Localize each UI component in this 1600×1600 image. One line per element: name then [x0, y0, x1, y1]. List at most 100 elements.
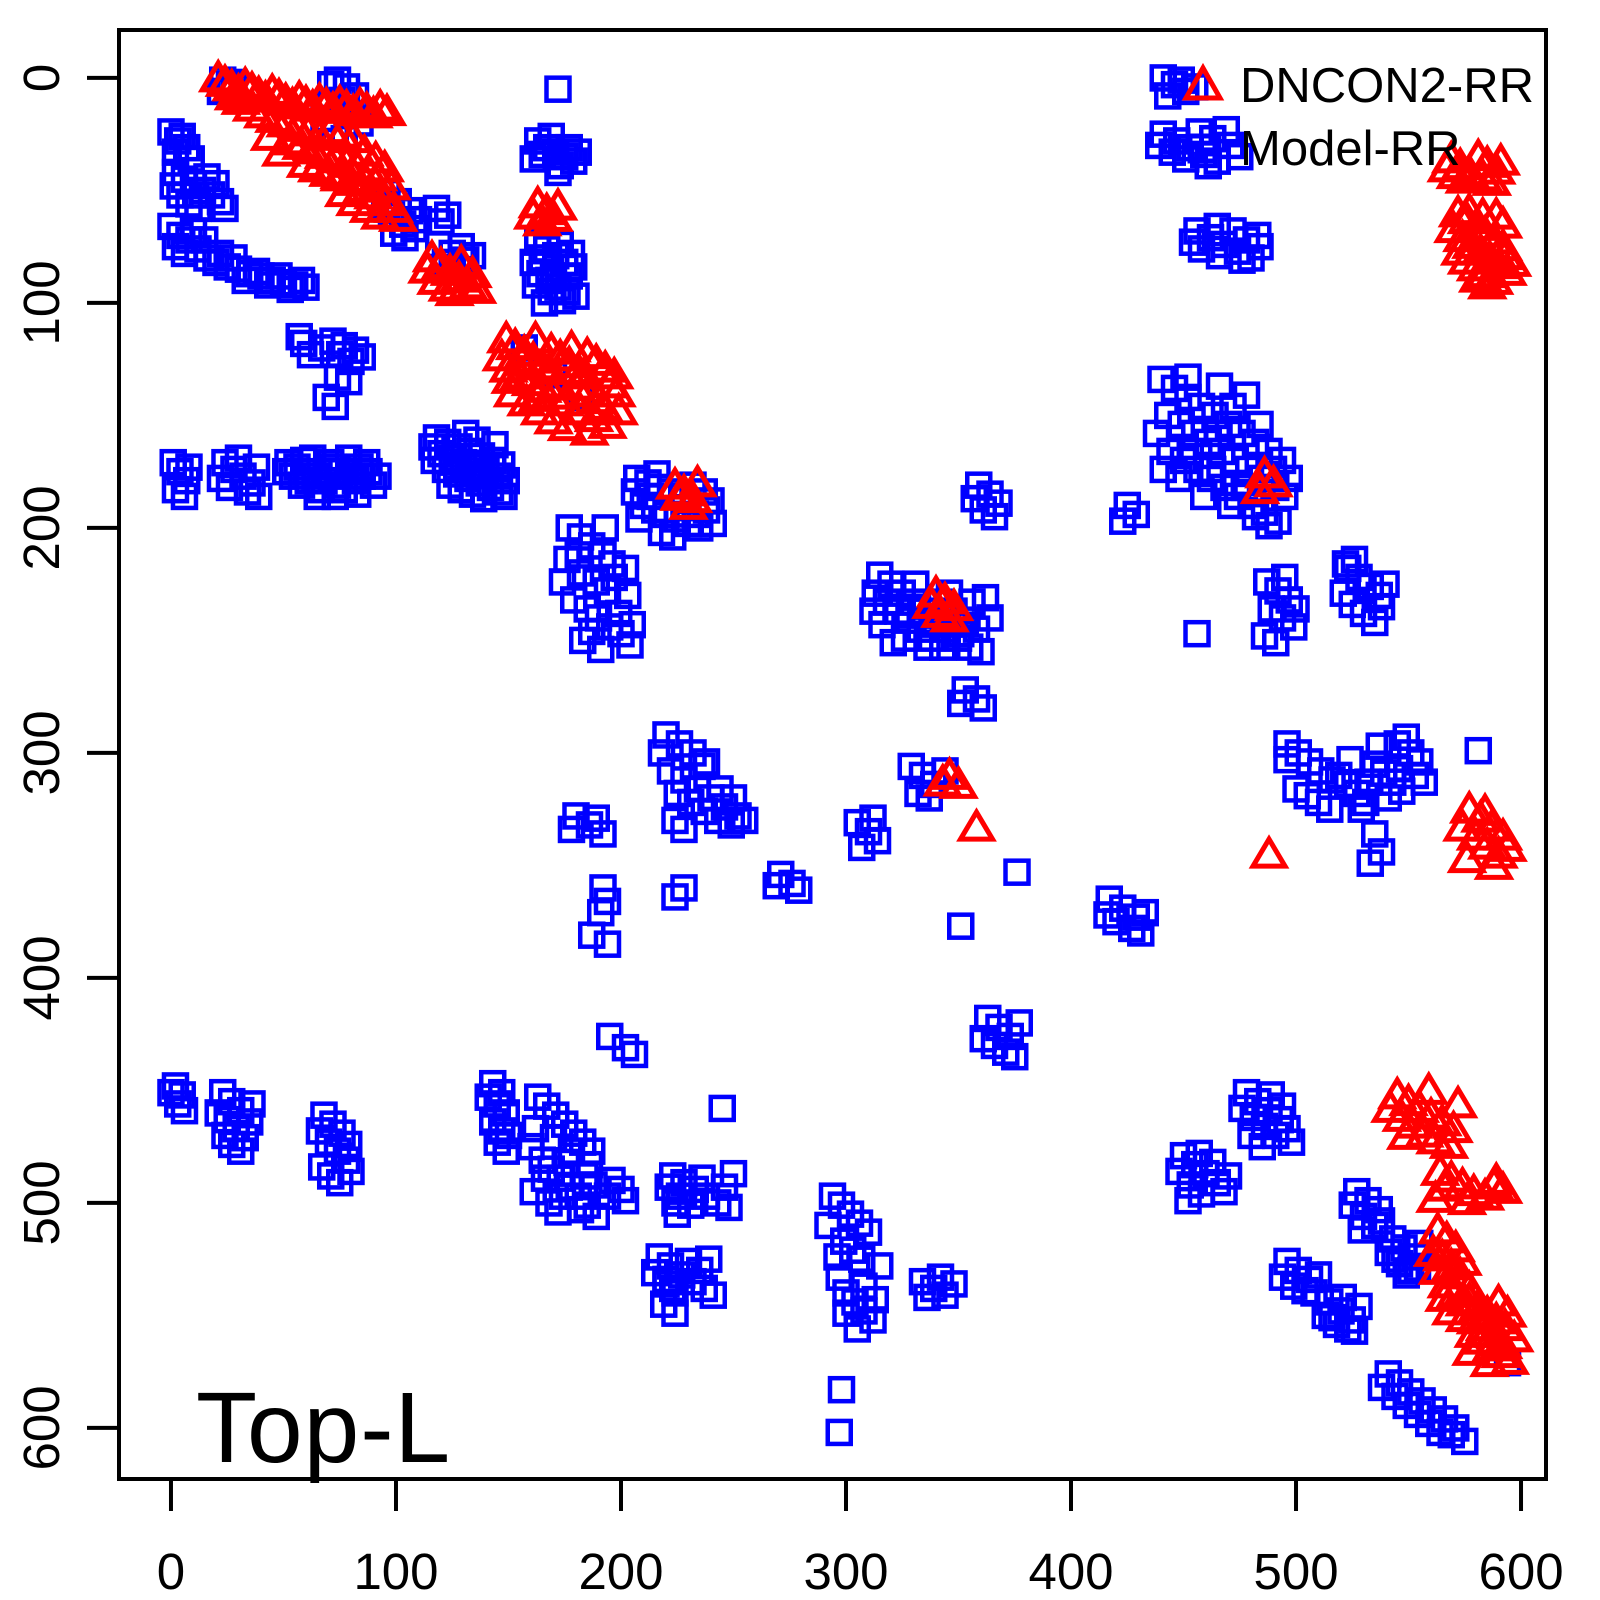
square-point: [348, 343, 376, 371]
square-point: [1262, 628, 1290, 657]
square-point: [699, 509, 727, 538]
square-point: [859, 1306, 887, 1334]
square-point: [724, 802, 752, 830]
square-point: [620, 1040, 649, 1069]
square-point: [980, 502, 1009, 531]
square-point: [1451, 1427, 1479, 1456]
square-point: [830, 1227, 858, 1255]
triangle-point: [569, 411, 610, 446]
triangle-point: [1442, 1241, 1483, 1276]
triangle-marker-icon: [1181, 62, 1225, 100]
square-point: [1212, 115, 1241, 144]
square-point: [1282, 595, 1310, 623]
square-point: [976, 604, 1004, 632]
square-point: [303, 482, 331, 511]
square-point: [1365, 732, 1394, 760]
square-point: [719, 1159, 748, 1188]
y-tick-label: 200: [13, 485, 70, 570]
square-point: [208, 1078, 237, 1107]
square-point: [1271, 563, 1299, 592]
square-point: [1347, 1216, 1376, 1244]
triangle-point: [551, 328, 592, 363]
square-point: [418, 433, 446, 461]
square-point: [289, 446, 318, 475]
square-point: [640, 1258, 669, 1287]
square-point: [1190, 482, 1218, 511]
square-point: [647, 739, 676, 767]
square-point: [670, 815, 698, 844]
triangle-point: [1473, 1165, 1515, 1200]
square-point: [719, 784, 748, 812]
square-point: [517, 1132, 545, 1161]
data-points-dncon2-rr: [197, 58, 1535, 1378]
square-point: [694, 1245, 723, 1273]
triangle-point: [668, 485, 709, 520]
legend-item-dncon2-rr: DNCON2-RR: [1172, 54, 1534, 117]
triangle-point: [501, 341, 543, 376]
triangle-point: [1466, 265, 1508, 300]
triangle-point: [1482, 1169, 1524, 1204]
square-point: [1199, 455, 1227, 484]
square-point: [661, 806, 689, 835]
square-point: [1178, 228, 1207, 256]
square-point: [571, 1162, 599, 1190]
triangle-point: [1408, 1070, 1450, 1105]
square-point: [670, 874, 698, 902]
square-point: [334, 1130, 363, 1159]
triangle-point: [517, 377, 559, 412]
triangle-point: [564, 355, 606, 390]
square-point: [307, 1153, 336, 1181]
square-point: [1131, 898, 1160, 927]
square-point: [568, 626, 597, 655]
square-point: [1127, 919, 1155, 947]
square-point: [175, 453, 203, 481]
square-point: [848, 833, 876, 862]
square-point: [238, 1090, 266, 1118]
square-point: [1003, 858, 1031, 886]
square-point: [593, 930, 622, 958]
triangle-point: [371, 166, 412, 201]
square-point: [1255, 511, 1283, 540]
square-point: [1203, 419, 1232, 448]
triangle-point: [490, 359, 532, 394]
square-point: [1113, 491, 1142, 520]
square-point: [708, 1094, 736, 1123]
triangle-point: [1415, 1178, 1456, 1213]
square-point: [818, 1182, 847, 1210]
square-point: [1205, 372, 1234, 400]
triangle-point: [677, 463, 718, 498]
triangle-point: [1412, 1232, 1454, 1267]
square-point: [242, 453, 271, 481]
square-point: [832, 1299, 860, 1327]
triangle-point: [1475, 195, 1517, 230]
square-point: [586, 635, 615, 664]
data-points-model-rr: [157, 64, 1522, 1456]
x-axis: 0 100 200 300 400 500 600: [157, 1479, 1564, 1600]
y-tick-label: 0: [13, 64, 70, 92]
square-point: [814, 1211, 842, 1240]
square-point: [463, 426, 491, 454]
y-tick-label: 300: [13, 710, 70, 795]
square-marker-icon: [1187, 133, 1218, 163]
square-point: [1367, 1373, 1396, 1402]
square-point: [1464, 736, 1493, 765]
square-point: [316, 448, 345, 477]
triangle-point: [1473, 845, 1515, 880]
square-point: [321, 392, 349, 421]
square-point: [1228, 246, 1256, 274]
square-point: [839, 1236, 867, 1264]
triangle-point: [537, 364, 579, 399]
square-point: [1340, 545, 1369, 574]
square-point: [1174, 1186, 1202, 1215]
square-point: [310, 1101, 338, 1129]
triangle-point: [1446, 838, 1488, 874]
square-point: [1401, 761, 1430, 790]
square-point: [879, 628, 908, 657]
square-point: [823, 1243, 851, 1271]
triangle-point: [407, 249, 448, 284]
triangle-point: [1487, 827, 1528, 862]
triangle-point: [1439, 231, 1481, 266]
square-point: [215, 473, 244, 502]
